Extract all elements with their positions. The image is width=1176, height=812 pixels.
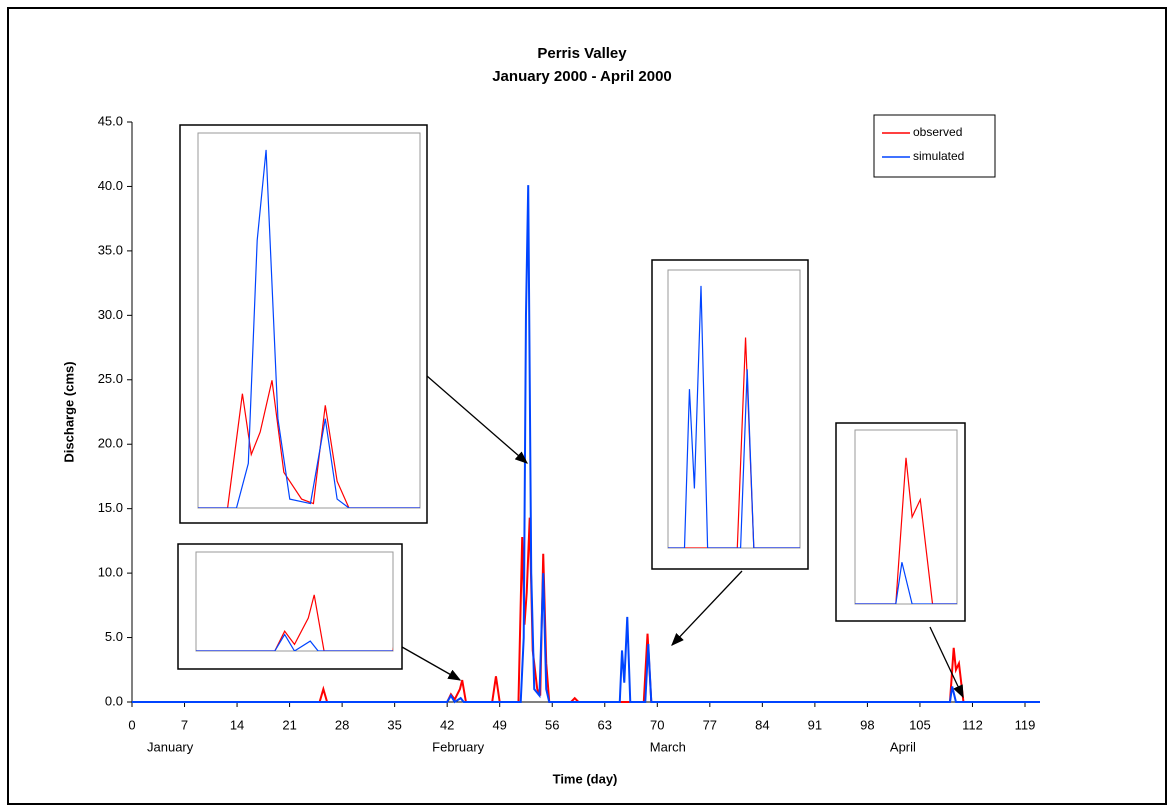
legend-label: simulated	[913, 149, 964, 163]
x-tick-label: 28	[335, 717, 349, 732]
x-tick-label: 42	[440, 717, 454, 732]
y-tick-label: 25.0	[98, 371, 123, 386]
zoom-arrow	[426, 375, 528, 464]
x-tick-label: 63	[598, 717, 612, 732]
y-tick-label: 20.0	[98, 436, 123, 451]
month-label: February	[432, 739, 485, 754]
x-tick-label: 119	[1015, 717, 1036, 732]
inset-line	[198, 380, 420, 508]
x-tick-label: 49	[492, 717, 506, 732]
legend-label: observed	[913, 125, 962, 139]
inset-plot	[197, 132, 421, 509]
x-tick-label: 7	[181, 717, 188, 732]
x-tick-label: 14	[230, 717, 244, 732]
month-label: March	[650, 739, 686, 754]
y-tick-label: 5.0	[105, 629, 123, 644]
y-tick-label: 30.0	[98, 307, 123, 322]
x-tick-label: 112	[962, 717, 983, 732]
x-tick-label: 35	[387, 717, 401, 732]
insets	[177, 124, 966, 670]
legend-box	[873, 114, 996, 178]
x-tick-label: 0	[128, 717, 135, 732]
x-tick-label: 56	[545, 717, 559, 732]
x-tick-label: 105	[909, 717, 931, 732]
chart-subtitle: January 2000 - April 2000	[492, 68, 672, 85]
month-label: April	[890, 739, 916, 754]
inset-line	[196, 594, 393, 651]
x-axis-label: Time (day)	[553, 771, 618, 786]
y-tick-label: 10.0	[98, 565, 123, 580]
y-tick-label: 15.0	[98, 500, 123, 515]
inset-line	[198, 149, 420, 508]
month-label: January	[147, 739, 194, 754]
inset-line	[668, 285, 800, 548]
y-tick-label: 45.0	[98, 113, 123, 128]
zoom-arrow	[671, 570, 743, 646]
inset-plot	[195, 551, 394, 652]
y-tick-label: 40.0	[98, 178, 123, 193]
series-line	[132, 185, 1040, 704]
zoom-arrow	[401, 646, 462, 681]
x-tick-label: 91	[808, 717, 822, 732]
inset-lines	[198, 149, 420, 508]
y-axis-label: Discharge (cms)	[61, 361, 76, 462]
inset-lines	[668, 285, 800, 548]
chart-title: Perris Valley	[537, 45, 627, 62]
y-tick-label: 35.0	[98, 242, 123, 257]
inset-lines	[196, 594, 393, 651]
inset-line	[196, 633, 393, 651]
x-tick-label: 98	[860, 717, 874, 732]
x-tick-label: 84	[755, 717, 769, 732]
inset-plot	[667, 269, 801, 549]
x-tick-label: 77	[703, 717, 717, 732]
x-tick-label: 70	[650, 717, 664, 732]
zoom-arrow	[929, 626, 964, 699]
y-tick-label: 0.0	[105, 693, 123, 708]
x-tick-label: 21	[282, 717, 296, 732]
